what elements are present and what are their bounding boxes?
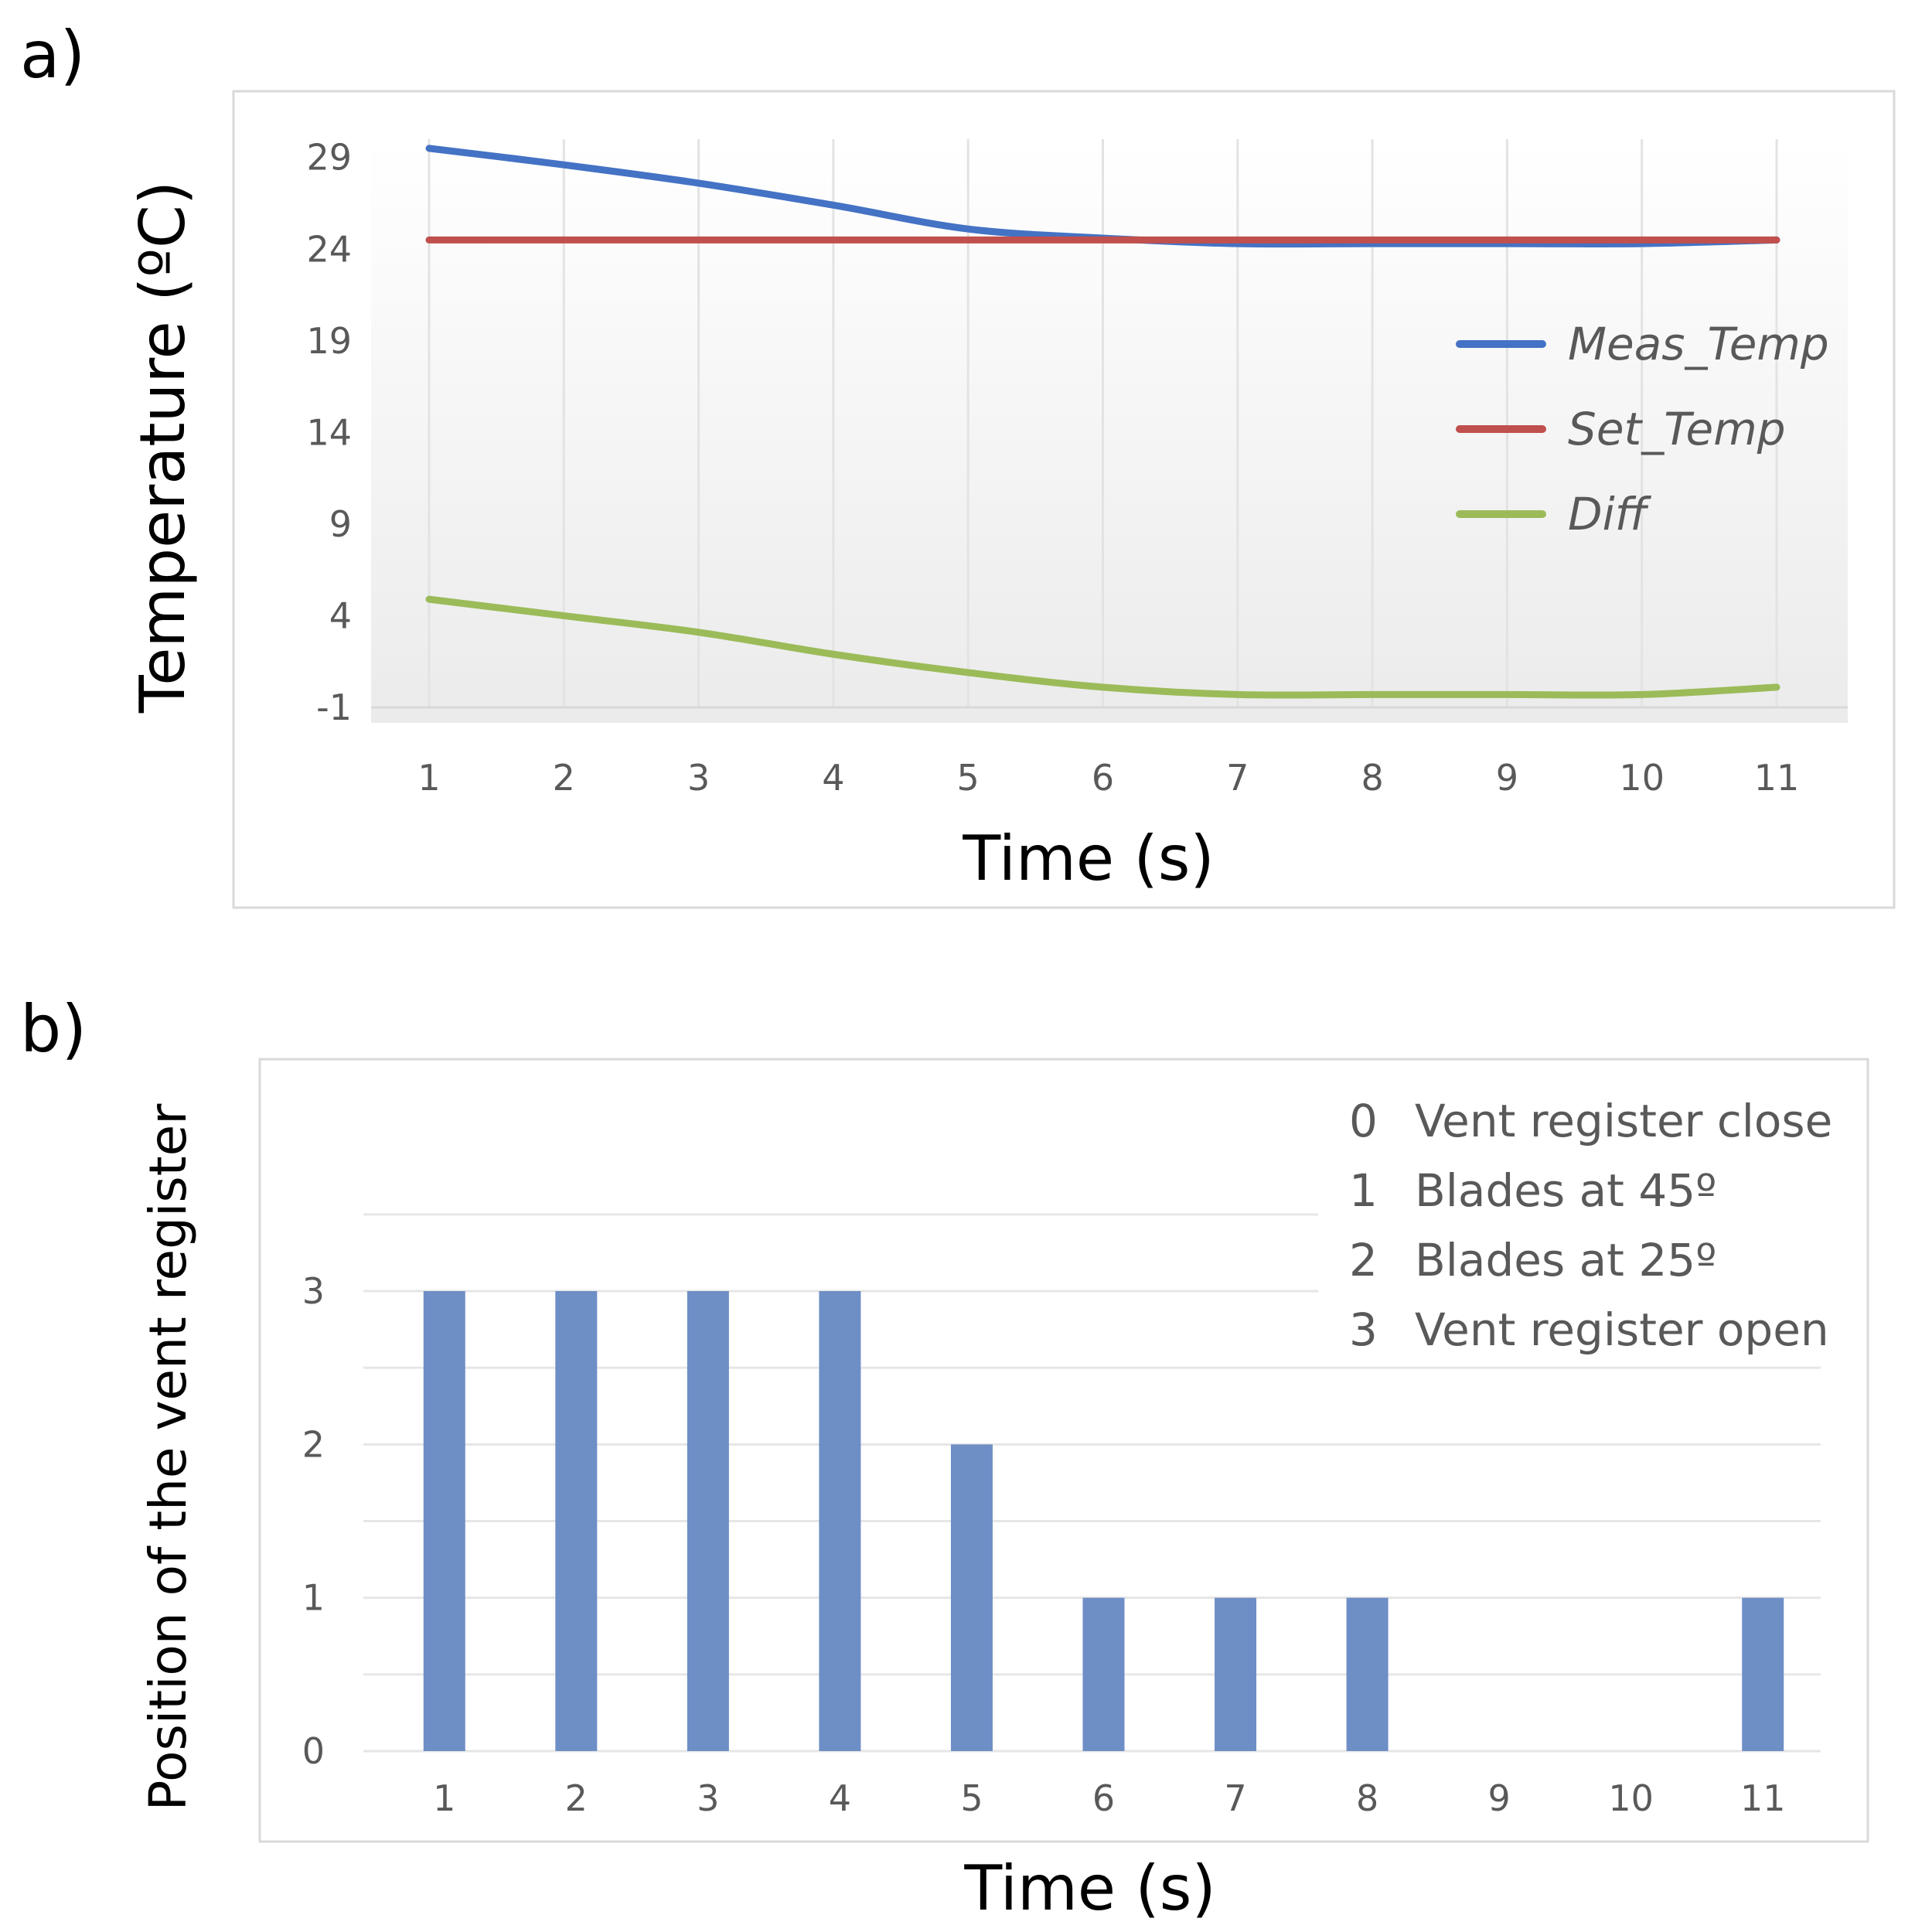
chart-b-x-tick: 1 — [433, 1777, 455, 1819]
chart-a-x-tick: 6 — [1092, 757, 1114, 799]
chart-a-x-tick: 3 — [687, 757, 710, 799]
chart-a-x-tick: 8 — [1361, 757, 1383, 799]
chart-a-y-tick: 19 — [306, 320, 352, 362]
chart-a-legend: Meas_Temp Set_Temp Diff — [1456, 318, 1829, 540]
chart-b-legend: 0 Vent register close 1 Blades at 45º 2 Blade… — [1349, 1095, 1832, 1356]
bar — [555, 1291, 598, 1751]
chart-b-y-tick: 1 — [302, 1577, 325, 1619]
chart-a-y-tick: 14 — [306, 411, 352, 453]
bar — [1215, 1597, 1257, 1751]
series-line-diff — [425, 595, 1780, 699]
chart-b-bars — [423, 1291, 1784, 1751]
chart-a-x-tick: 11 — [1754, 757, 1800, 799]
chart-b-y-tick: 2 — [302, 1423, 325, 1465]
legend-description: Vent register open — [1415, 1303, 1829, 1356]
bar — [819, 1291, 861, 1751]
legend-label: Set_Temp — [1568, 403, 1786, 455]
chart-b-x-tick: 7 — [1224, 1777, 1246, 1819]
bar — [687, 1291, 729, 1751]
legend-label: Meas_Temp — [1568, 318, 1829, 370]
chart-a-x-ticks: 1 2 3 4 5 6 7 8 9 10 11 — [417, 757, 1799, 799]
legend-code: 2 — [1349, 1234, 1378, 1286]
chart-b-x-tick: 11 — [1740, 1777, 1786, 1819]
chart-b-y-label: Position of the vent register — [138, 1103, 198, 1811]
legend-code: 0 — [1349, 1095, 1378, 1147]
chart-a-x-label: Time (s) — [962, 823, 1214, 894]
chart-b-x-label: Time (s) — [963, 1852, 1215, 1924]
chart-a-y-tick: 4 — [329, 595, 352, 636]
chart-b-x-tick: 6 — [1092, 1777, 1115, 1819]
bar — [423, 1291, 465, 1751]
bar — [1082, 1597, 1125, 1751]
chart-b-y-ticks: 0 1 2 3 — [302, 1270, 325, 1772]
chart-a-y-tick: 9 — [329, 503, 352, 545]
chart-a-x-tick: 2 — [553, 757, 575, 799]
chart-b-x-tick: 4 — [829, 1777, 851, 1819]
chart-a-y-ticks: 29 24 19 14 9 4 -1 — [306, 137, 352, 728]
bar — [1346, 1597, 1389, 1751]
chart-a-x-tick: 10 — [1619, 757, 1665, 799]
panel-b-label: b) — [20, 991, 87, 1067]
chart-a-y-tick: 24 — [306, 228, 352, 270]
chart-a-x-tick: 5 — [957, 757, 980, 799]
chart-b-x-ticks: 1 2 3 4 5 6 7 8 9 10 11 — [433, 1777, 1785, 1819]
chart-a-series — [425, 145, 1780, 699]
bar — [950, 1444, 993, 1751]
chart-b-y-tick: 3 — [302, 1270, 325, 1312]
chart-a-x-tick: 4 — [822, 757, 844, 799]
legend-label: Diff — [1568, 488, 1652, 540]
chart-a-gridlines — [371, 139, 1848, 709]
chart-b-x-tick: 8 — [1356, 1777, 1378, 1819]
legend-description: Blades at 25º — [1415, 1234, 1716, 1286]
chart-b-x-tick: 5 — [960, 1777, 983, 1819]
chart-a-x-tick: 7 — [1226, 757, 1249, 799]
chart-a-y-label: Temperature (ºC) — [127, 181, 199, 714]
chart-b-x-tick: 9 — [1487, 1777, 1510, 1819]
chart-a-x-tick: 9 — [1496, 757, 1518, 799]
chart-b-x-tick: 2 — [565, 1777, 588, 1819]
legend-code: 3 — [1349, 1303, 1378, 1356]
legend-description: Vent register close — [1415, 1095, 1832, 1147]
legend-description: Blades at 45º — [1415, 1164, 1716, 1217]
chart-b-x-tick: 10 — [1608, 1777, 1654, 1819]
panel-a-label: a) — [20, 17, 85, 93]
legend-code: 1 — [1349, 1164, 1378, 1217]
chart-a-y-tick: -1 — [316, 687, 352, 728]
chart-a-x-tick: 1 — [417, 757, 440, 799]
chart-a-y-tick: 29 — [306, 137, 352, 179]
chart-b-x-tick: 3 — [697, 1777, 719, 1819]
chart-b-y-tick: 0 — [302, 1730, 325, 1772]
bar — [1742, 1597, 1784, 1751]
chart-b-legend-bg — [1318, 1067, 1863, 1361]
